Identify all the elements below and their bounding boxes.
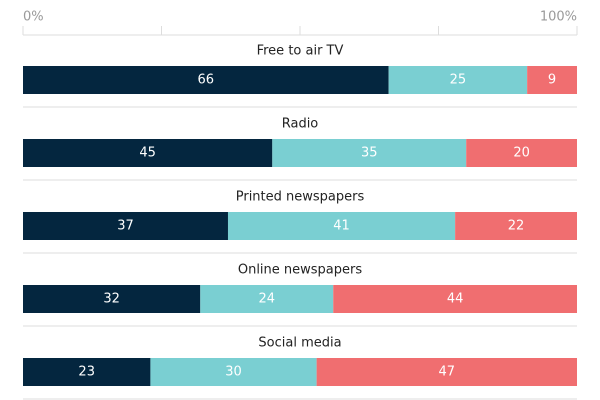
category-label: Printed newspapers [236,190,365,205]
bar-segment [388,66,528,94]
value-label: 20 [513,146,530,161]
bar-segment [227,212,456,240]
value-label: 47 [439,365,456,380]
value-label: 41 [333,219,350,234]
bar-segment [23,285,201,313]
category-label: Radio [282,117,319,132]
bar-segment [466,139,577,167]
category-label: Free to air TV [257,44,344,59]
value-label: 9 [548,73,556,88]
bar-segment [333,285,577,313]
bar-segment [23,212,228,240]
category-label: Social media [258,336,341,351]
bar-segment [527,66,577,94]
value-label: 45 [139,146,156,161]
value-label: 32 [103,292,120,307]
bar-segment [23,358,151,386]
value-label: 37 [117,219,134,234]
bar-segment [200,285,334,313]
category-label: Online newspapers [238,263,363,278]
bar-segment [23,66,389,94]
value-label: 30 [225,365,242,380]
value-label: 24 [258,292,275,307]
value-label: 66 [198,73,215,88]
bar-segment [23,139,273,167]
value-label: 23 [78,365,95,380]
value-label: 25 [450,73,467,88]
x-tick-label: 100% [540,10,577,25]
bar-segment [455,212,577,240]
bar-segment [272,139,467,167]
bar-segment [316,358,577,386]
value-label: 44 [447,292,464,307]
x-tick-label: 0% [23,10,44,25]
bar-segment [150,358,317,386]
value-label: 35 [361,146,378,161]
value-label: 22 [508,219,525,234]
